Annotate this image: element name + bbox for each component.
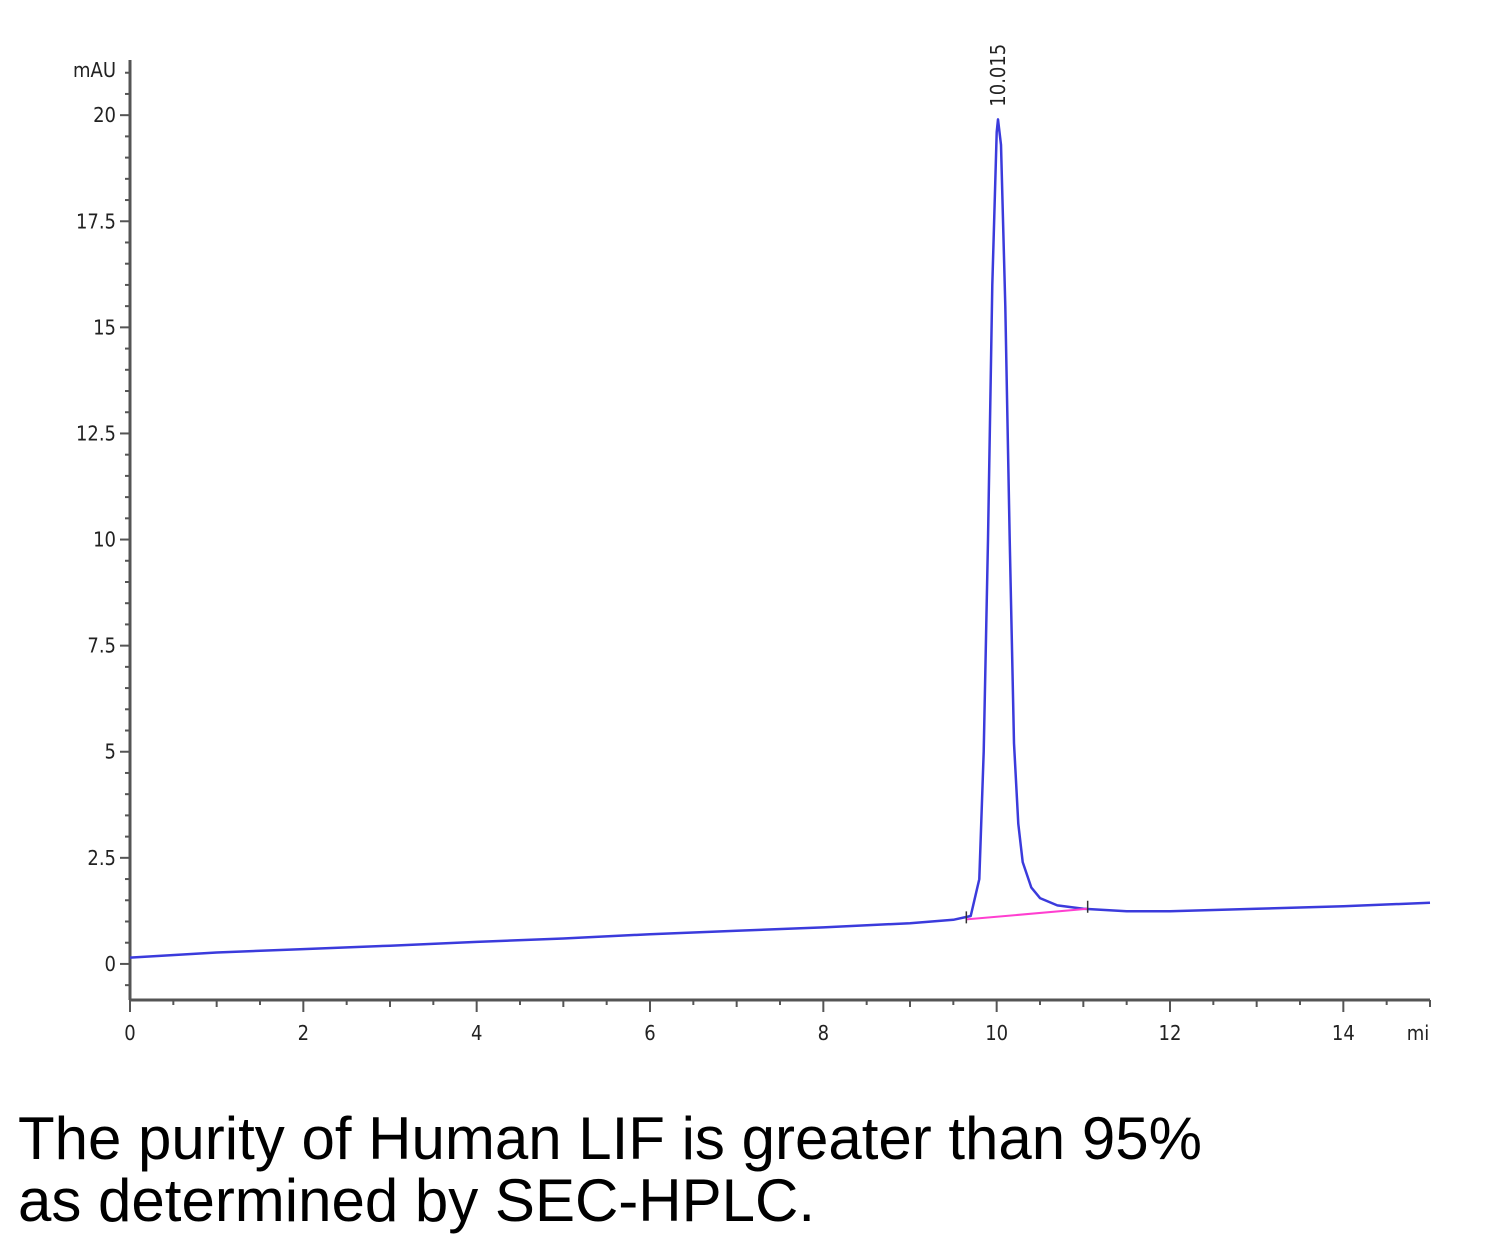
x-tick-label: 12 [1159,1021,1182,1045]
integration-baseline [966,907,1088,921]
x-tick-label: 8 [818,1021,829,1045]
caption-line-2: as determined by SEC-HPLC. [18,1167,815,1234]
y-tick-label: 5 [105,740,116,764]
x-tick-label: 6 [644,1021,655,1045]
x-tick-label: 10 [985,1021,1008,1045]
caption: The purity of Human LIF is greater than … [18,1108,1488,1232]
y-axis-unit-label: mAU [73,58,116,82]
x-tick-label: 4 [471,1021,482,1045]
caption-line-1: The purity of Human LIF is greater than … [18,1105,1202,1172]
chromatogram-chart: 0 2.5 5 7.5 10 12.5 15 17.5 20 0 2 4 6 8 10 12 14 mAU m… [73,44,1431,1045]
y-tick-label: 17.5 [76,209,116,233]
y-axis: 0 2.5 5 7.5 10 12.5 15 17.5 20 [76,60,132,1000]
y-tick-label: 20 [93,103,116,127]
x-tick-label: 0 [124,1021,135,1045]
x-tick-label: 2 [298,1021,309,1045]
peak-retention-time-label: 10.015 [986,44,1010,107]
chart-svg: 0 2.5 5 7.5 10 12.5 15 17.5 20 0 2 4 6 8 10 12 14 mAU m… [73,44,1431,1045]
chromatogram-trace [129,118,1431,959]
y-tick-label: 12.5 [76,421,116,445]
x-axis-unit-label: mi [1407,1021,1430,1045]
y-tick-label: 15 [93,315,116,339]
y-tick-label: 0 [105,952,116,976]
y-tick-label: 2.5 [87,846,116,870]
x-tick-label: 14 [1332,1021,1355,1045]
y-tick-label: 7.5 [87,634,116,658]
y-tick-label: 10 [93,528,116,552]
x-axis: 0 2 4 6 8 10 12 14 [124,998,1431,1045]
series-layer [129,118,1431,959]
